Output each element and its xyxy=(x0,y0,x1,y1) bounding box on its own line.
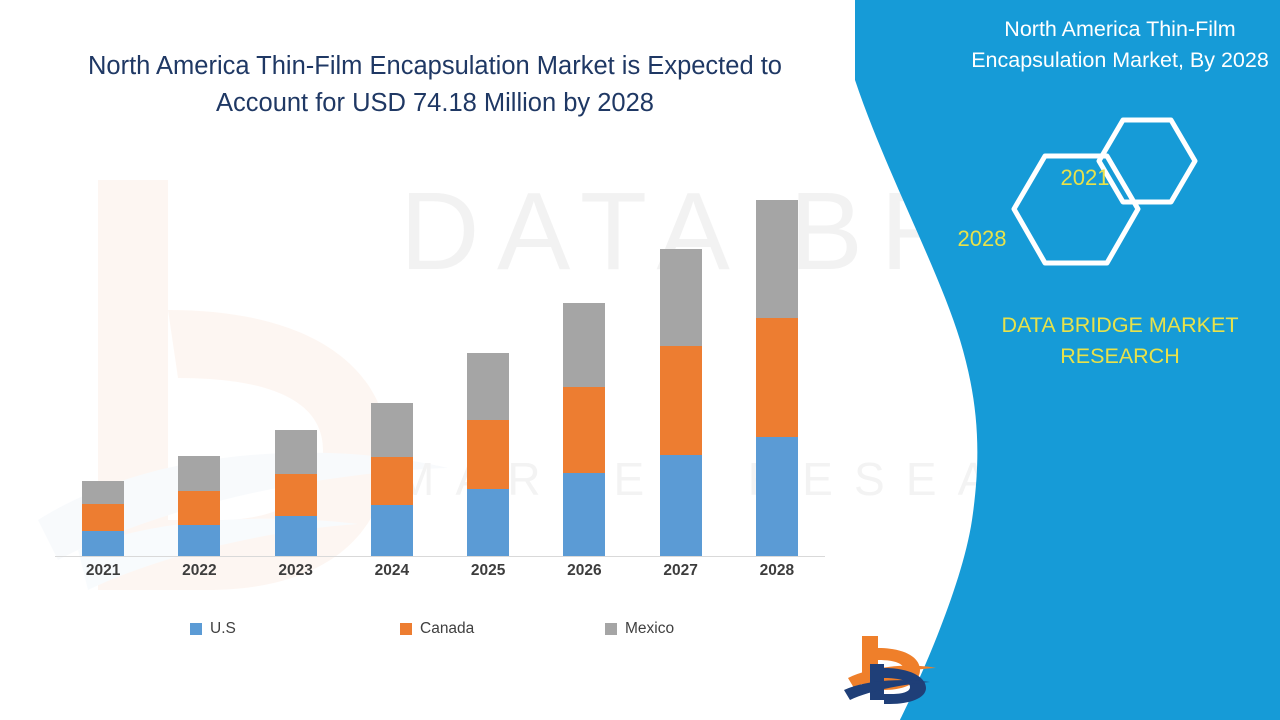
logo: DATA BRIDGE MARKET RESEARCH xyxy=(840,628,1070,704)
x-axis-line xyxy=(55,556,825,557)
hexagon-label-2021: 2021 xyxy=(1060,165,1110,190)
bar-group-2023 xyxy=(274,430,317,556)
bar-segment-canada-2028 xyxy=(755,318,798,437)
chart-title: North America Thin-Film Encapsulation Ma… xyxy=(88,52,782,117)
bar-segment-us-2024 xyxy=(370,505,413,556)
bar-segment-mexico-2025 xyxy=(467,353,510,420)
plot-area xyxy=(55,150,825,556)
panel-title: North America Thin-Film Encapsulation Ma… xyxy=(971,17,1269,72)
bar-segment-mexico-2028 xyxy=(755,200,798,318)
bar-group-2024 xyxy=(370,403,413,556)
hexagon-label-2028: 2028 xyxy=(957,226,1007,251)
legend-label: Canada xyxy=(420,620,475,637)
legend-item-us[interactable]: U.S xyxy=(190,620,236,638)
hexagon-outlines xyxy=(1011,117,1198,266)
bar-segment-mexico-2024 xyxy=(370,403,413,457)
bar-group-2022 xyxy=(178,456,221,556)
x-axis-label-2025: 2025 xyxy=(470,562,506,579)
bar-segment-mexico-2027 xyxy=(659,249,702,346)
bar-segment-mexico-2022 xyxy=(178,456,221,491)
bar-group-2028 xyxy=(755,200,798,556)
bar-segment-canada-2024 xyxy=(370,457,413,505)
x-axis-label-2027: 2027 xyxy=(663,562,698,579)
bar-segment-canada-2022 xyxy=(178,491,221,525)
bar-segment-canada-2026 xyxy=(563,387,606,473)
legend-swatch-icon xyxy=(400,623,412,635)
bar-segment-us-2022 xyxy=(178,525,221,556)
bar-segment-us-2027 xyxy=(659,455,702,556)
bar-segment-us-2028 xyxy=(755,437,798,556)
bar-segment-us-2026 xyxy=(563,473,606,556)
bar-segment-mexico-2026 xyxy=(563,303,606,387)
x-axis-label-2026: 2026 xyxy=(567,562,602,579)
bar-segment-us-2021 xyxy=(82,531,125,556)
chart-legend: U.S Canada Mexico xyxy=(150,616,750,642)
legend-swatch-icon xyxy=(190,623,202,635)
x-axis-label-2023: 2023 xyxy=(278,562,313,579)
bar-segment-canada-2027 xyxy=(659,346,702,455)
x-axis-label-2028: 2028 xyxy=(759,562,795,579)
x-axis-label-2022: 2022 xyxy=(182,562,217,579)
panel-background-shape xyxy=(855,0,1280,720)
legend-item-mexico[interactable]: Mexico xyxy=(605,620,674,638)
bar-segment-canada-2021 xyxy=(82,504,125,531)
x-axis-labels: 2021 2022 2023 2024 2025 2026 2027 2028 xyxy=(55,562,825,590)
bar-segment-mexico-2021 xyxy=(82,481,125,504)
hexagon-2028-shape xyxy=(1011,153,1141,266)
bar-group-2025 xyxy=(467,353,510,556)
logo-mark-icon xyxy=(844,636,936,704)
x-axis-label-2024: 2024 xyxy=(374,562,410,579)
right-panel: North America Thin-Film Encapsulation Ma… xyxy=(830,0,1280,720)
x-axis-label-2021: 2021 xyxy=(85,562,121,579)
legend-swatch-icon xyxy=(605,623,617,635)
legend-item-canada[interactable]: Canada xyxy=(400,620,474,638)
legend-label: Mexico xyxy=(625,620,675,637)
bar-segment-canada-2025 xyxy=(467,420,510,489)
bar-group-2026 xyxy=(563,303,606,556)
legend-label: U.S xyxy=(210,620,236,637)
bar-group-2027 xyxy=(659,249,702,556)
hexagon-2021-shape xyxy=(1096,117,1198,205)
panel-brand-text: DATA BRIDGE MARKET RESEARCH xyxy=(1001,313,1239,368)
bar-segment-us-2023 xyxy=(274,516,317,556)
bar-segment-canada-2023 xyxy=(274,474,317,516)
hexagon-badges: 2028 2021 xyxy=(925,108,1265,298)
bar-segment-us-2025 xyxy=(467,489,510,556)
bar-group-2021 xyxy=(82,481,125,556)
bar-segment-mexico-2023 xyxy=(274,430,317,474)
